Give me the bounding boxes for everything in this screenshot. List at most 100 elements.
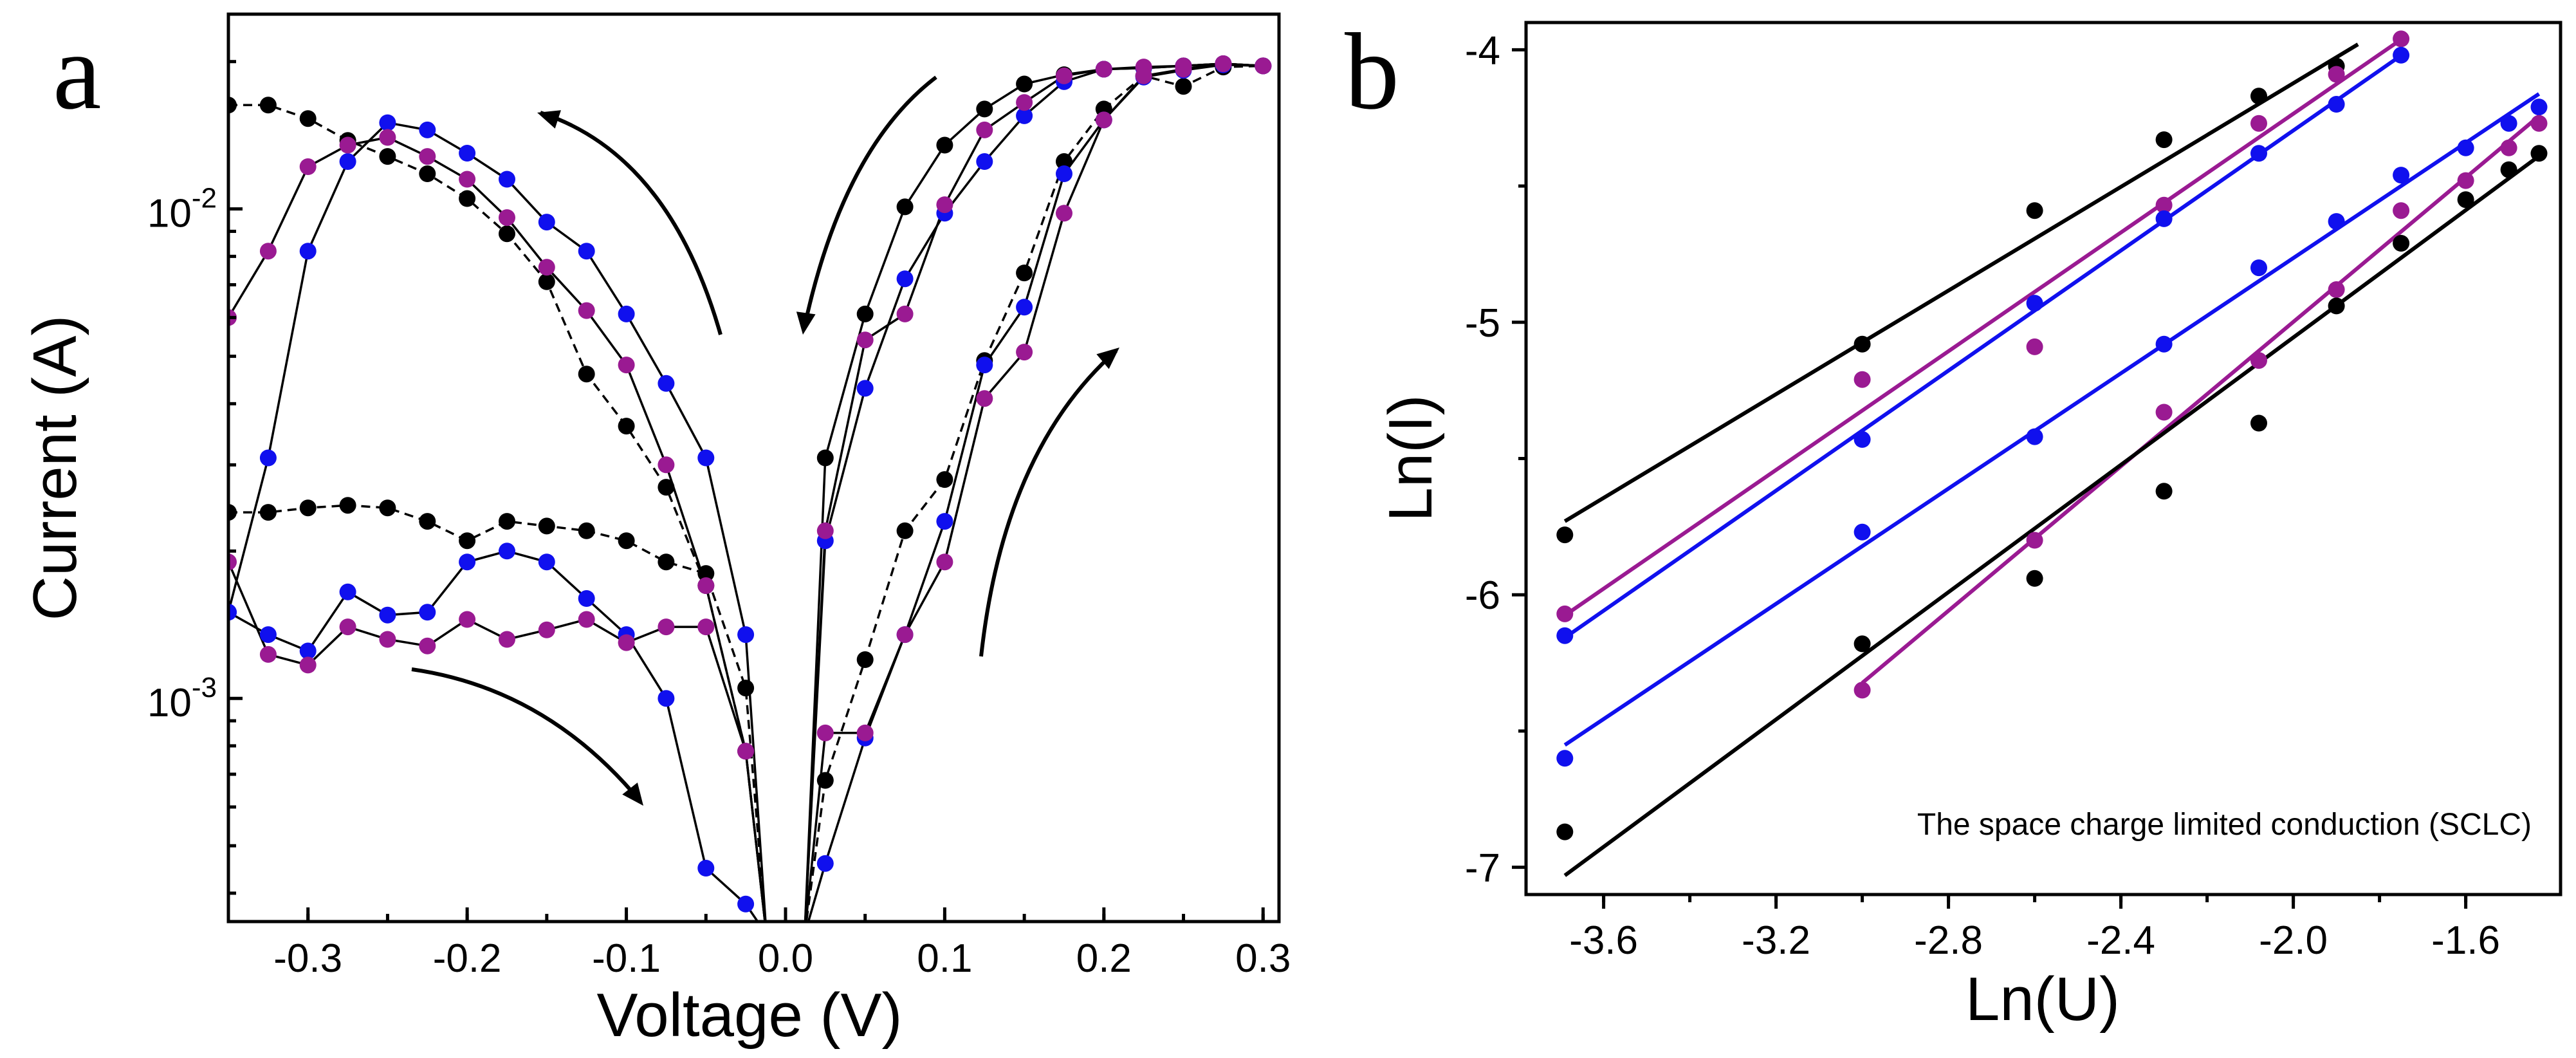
data-point bbox=[1556, 750, 1574, 767]
x-tick-label: -2.8 bbox=[1914, 918, 1983, 963]
fit-line-2 bbox=[1563, 53, 2402, 640]
data-point bbox=[1215, 55, 1232, 72]
data-point bbox=[2328, 281, 2345, 298]
x-tick-label: 0.1 bbox=[917, 936, 972, 981]
data-point bbox=[658, 456, 675, 474]
sweep-arrows bbox=[411, 75, 1119, 806]
data-point bbox=[538, 553, 555, 571]
data-point bbox=[737, 680, 755, 697]
data-point bbox=[299, 656, 317, 674]
data-point bbox=[1854, 335, 1871, 353]
x-tick-label: -3.6 bbox=[1569, 918, 1638, 963]
data-point bbox=[2250, 259, 2267, 277]
data-point bbox=[459, 553, 476, 571]
data-point bbox=[618, 532, 635, 550]
series-line-3 bbox=[228, 550, 759, 922]
data-point bbox=[299, 110, 317, 127]
arrow-head bbox=[537, 110, 561, 129]
data-point bbox=[259, 449, 277, 467]
data-point bbox=[2500, 161, 2517, 178]
panel-b-frame bbox=[1524, 21, 2562, 896]
data-point bbox=[259, 645, 277, 663]
x-tick-label: -2.0 bbox=[2259, 918, 2328, 963]
data-point bbox=[1854, 431, 1871, 448]
data-point bbox=[538, 214, 555, 231]
data-point bbox=[2155, 483, 2173, 500]
data-point bbox=[299, 243, 317, 260]
data-point bbox=[299, 642, 317, 660]
data-point bbox=[1095, 111, 1112, 129]
data-point bbox=[976, 390, 993, 407]
data-point bbox=[538, 259, 555, 276]
x-tick-label: -2.4 bbox=[2086, 918, 2155, 963]
data-point bbox=[228, 97, 237, 114]
data-point bbox=[259, 626, 277, 644]
data-point bbox=[578, 243, 595, 260]
data-point bbox=[259, 97, 277, 114]
data-point bbox=[578, 522, 595, 539]
panel-a-label: a bbox=[53, 11, 101, 132]
data-point bbox=[2500, 115, 2517, 132]
data-point bbox=[1056, 165, 1072, 182]
arrow-head bbox=[1096, 348, 1119, 369]
data-point bbox=[1175, 60, 1192, 78]
data-point bbox=[816, 772, 834, 789]
data-point bbox=[1255, 57, 1272, 75]
data-point bbox=[658, 479, 675, 496]
fit-line-5 bbox=[1563, 154, 2541, 877]
data-point bbox=[936, 553, 953, 571]
data-point bbox=[1854, 523, 1871, 541]
data-point bbox=[499, 631, 515, 648]
data-point bbox=[2457, 191, 2474, 209]
data-point bbox=[976, 100, 993, 118]
data-point bbox=[1016, 94, 1033, 111]
data-point bbox=[618, 634, 635, 651]
fit-line-1 bbox=[1563, 37, 2402, 617]
data-point bbox=[896, 522, 914, 539]
fit-line-3 bbox=[1563, 92, 2541, 747]
data-point bbox=[2250, 115, 2267, 132]
data-point bbox=[816, 522, 834, 539]
data-point bbox=[2328, 96, 2345, 113]
data-point bbox=[1175, 78, 1192, 95]
data-point bbox=[976, 121, 993, 138]
data-point bbox=[339, 583, 356, 600]
data-point bbox=[2393, 202, 2410, 219]
data-point bbox=[379, 148, 396, 165]
data-point bbox=[697, 565, 715, 582]
data-point bbox=[896, 270, 914, 288]
data-point bbox=[379, 129, 396, 146]
data-point bbox=[499, 209, 515, 227]
data-point bbox=[228, 553, 237, 571]
data-point bbox=[2328, 213, 2345, 230]
x-tick-label: -0.3 bbox=[273, 936, 342, 981]
data-point bbox=[379, 114, 396, 131]
y-tick-label: 10-3 bbox=[147, 672, 217, 725]
data-point bbox=[499, 171, 515, 188]
data-point bbox=[658, 553, 675, 571]
y-axis-title-b: Ln(I) bbox=[1376, 394, 1445, 521]
data-point bbox=[578, 366, 595, 383]
series-line-9 bbox=[807, 63, 1264, 922]
data-point bbox=[856, 724, 874, 741]
data-point bbox=[856, 651, 874, 668]
data-point bbox=[538, 517, 555, 535]
panel-b-chart: -3.6 -3.2 -2.8 -2.4 -2.0 -1.6 -4 -5 -6 -7 The sp… bbox=[1376, 21, 2562, 1034]
x-axis-title-a: Voltage (V) bbox=[597, 981, 903, 1050]
data-point bbox=[419, 165, 436, 182]
sweep-arrow bbox=[411, 667, 642, 803]
data-point bbox=[2250, 414, 2267, 432]
data-point bbox=[2155, 196, 2173, 214]
data-point bbox=[856, 380, 874, 397]
data-point bbox=[339, 618, 356, 636]
data-point bbox=[1135, 67, 1152, 84]
data-point bbox=[228, 604, 237, 621]
data-point bbox=[459, 532, 476, 550]
data-point bbox=[1556, 823, 1574, 840]
data-point bbox=[1556, 526, 1574, 544]
data-point bbox=[578, 302, 595, 319]
sweep-arrow bbox=[979, 349, 1118, 657]
data-point bbox=[2155, 131, 2173, 149]
data-point bbox=[697, 449, 715, 467]
